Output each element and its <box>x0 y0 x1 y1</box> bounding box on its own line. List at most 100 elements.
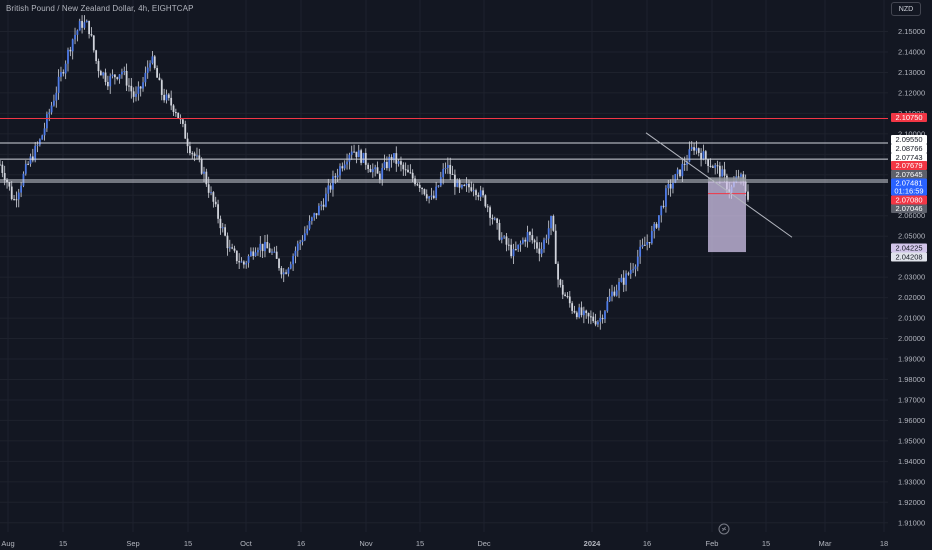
candle-body <box>310 217 313 221</box>
candle <box>196 147 198 160</box>
candle-body <box>529 232 531 236</box>
candle <box>611 284 613 302</box>
currency-button[interactable]: NZD <box>891 2 921 16</box>
candle <box>20 182 23 198</box>
candle <box>622 270 625 292</box>
y-tick-label: 2.03000 <box>898 273 925 282</box>
take-profit-zone[interactable] <box>708 181 746 253</box>
price-badge-text: 2.07481 <box>895 179 922 188</box>
candle <box>224 224 227 237</box>
candle-body <box>217 204 219 219</box>
x-tick-label: Mar <box>819 539 832 548</box>
candle-body <box>62 72 65 74</box>
candle <box>339 163 341 181</box>
candle <box>71 38 74 60</box>
stop-loss-zone[interactable] <box>708 177 746 182</box>
candle-body <box>503 236 506 238</box>
candle-body <box>510 244 513 257</box>
price-axis[interactable]: 2.150002.140002.130002.120002.110002.100… <box>888 0 932 550</box>
candle <box>50 101 53 115</box>
candle-body <box>620 277 623 282</box>
horizontal-levels[interactable] <box>0 117 888 183</box>
candle-body <box>625 273 627 285</box>
candle-body <box>174 112 177 114</box>
candle <box>514 241 517 251</box>
candle-body <box>69 49 72 52</box>
candle-body <box>500 237 503 240</box>
gear-icon[interactable] <box>718 523 730 535</box>
x-tick-label: 15 <box>416 539 424 548</box>
candle <box>102 71 105 79</box>
candle-body <box>92 35 95 51</box>
candle-body <box>606 301 609 312</box>
candle-body <box>76 30 79 35</box>
candle <box>597 320 599 328</box>
candle <box>78 18 81 31</box>
candle-body <box>587 313 590 317</box>
candle-body <box>235 250 238 262</box>
candle <box>482 187 484 198</box>
candle-body <box>538 248 541 254</box>
candle-body <box>381 168 384 180</box>
candle <box>437 184 440 188</box>
candle <box>568 291 571 308</box>
candle-body <box>275 251 278 259</box>
candle-body <box>113 74 116 78</box>
candle-body <box>36 144 39 146</box>
candle-body <box>700 152 703 160</box>
candle-body <box>393 153 395 161</box>
y-tick-label: 1.99000 <box>898 355 925 364</box>
candle-body <box>714 165 717 168</box>
candle-body <box>622 277 625 285</box>
time-axis[interactable]: Aug 15 Sep 15 Oct 16 Nov 15 Dec 2024 16 Feb 15 Mar 18 <box>1 523 888 548</box>
short-position-tool[interactable] <box>708 177 746 253</box>
candle <box>210 186 212 196</box>
candle-body <box>559 279 562 285</box>
candle-body <box>639 246 642 257</box>
candle-body <box>83 22 86 28</box>
trendline-segment[interactable] <box>645 132 793 238</box>
y-tick-label: 1.91000 <box>898 518 925 527</box>
candle-body <box>461 184 463 188</box>
y-tick-label: 1.98000 <box>898 375 925 384</box>
candle-body <box>566 296 569 298</box>
candle-body <box>554 230 557 264</box>
candle-body <box>655 223 658 228</box>
price-axis-bg <box>888 0 932 550</box>
candle <box>575 310 578 320</box>
candle <box>721 165 724 177</box>
candle <box>83 15 86 30</box>
candle <box>153 55 156 70</box>
candle <box>8 181 11 191</box>
candle <box>332 170 334 197</box>
candle-body <box>367 164 370 169</box>
candle-body <box>71 39 74 52</box>
candle-body <box>709 165 712 167</box>
candle <box>85 19 88 23</box>
candle <box>247 254 250 268</box>
candle-body <box>409 172 412 174</box>
candle-body <box>585 310 588 314</box>
candle-body <box>704 151 707 160</box>
candle <box>240 257 243 263</box>
price-badge-bg <box>891 178 927 188</box>
candle-body <box>690 147 693 150</box>
candle <box>238 253 241 270</box>
candle <box>407 164 409 173</box>
candle-body <box>667 184 670 189</box>
x-tick-label: 16 <box>643 539 651 548</box>
candle-body <box>45 114 48 129</box>
candle <box>676 167 679 181</box>
candle-body <box>346 161 348 165</box>
candle <box>320 201 323 211</box>
candle <box>264 235 266 258</box>
trendline[interactable] <box>645 132 793 238</box>
candle <box>109 73 112 94</box>
candle <box>165 89 168 104</box>
candle-body <box>74 34 76 40</box>
price-badge-bg <box>891 170 927 179</box>
candle <box>285 269 287 275</box>
candle <box>526 225 529 248</box>
candle-body <box>636 256 639 267</box>
